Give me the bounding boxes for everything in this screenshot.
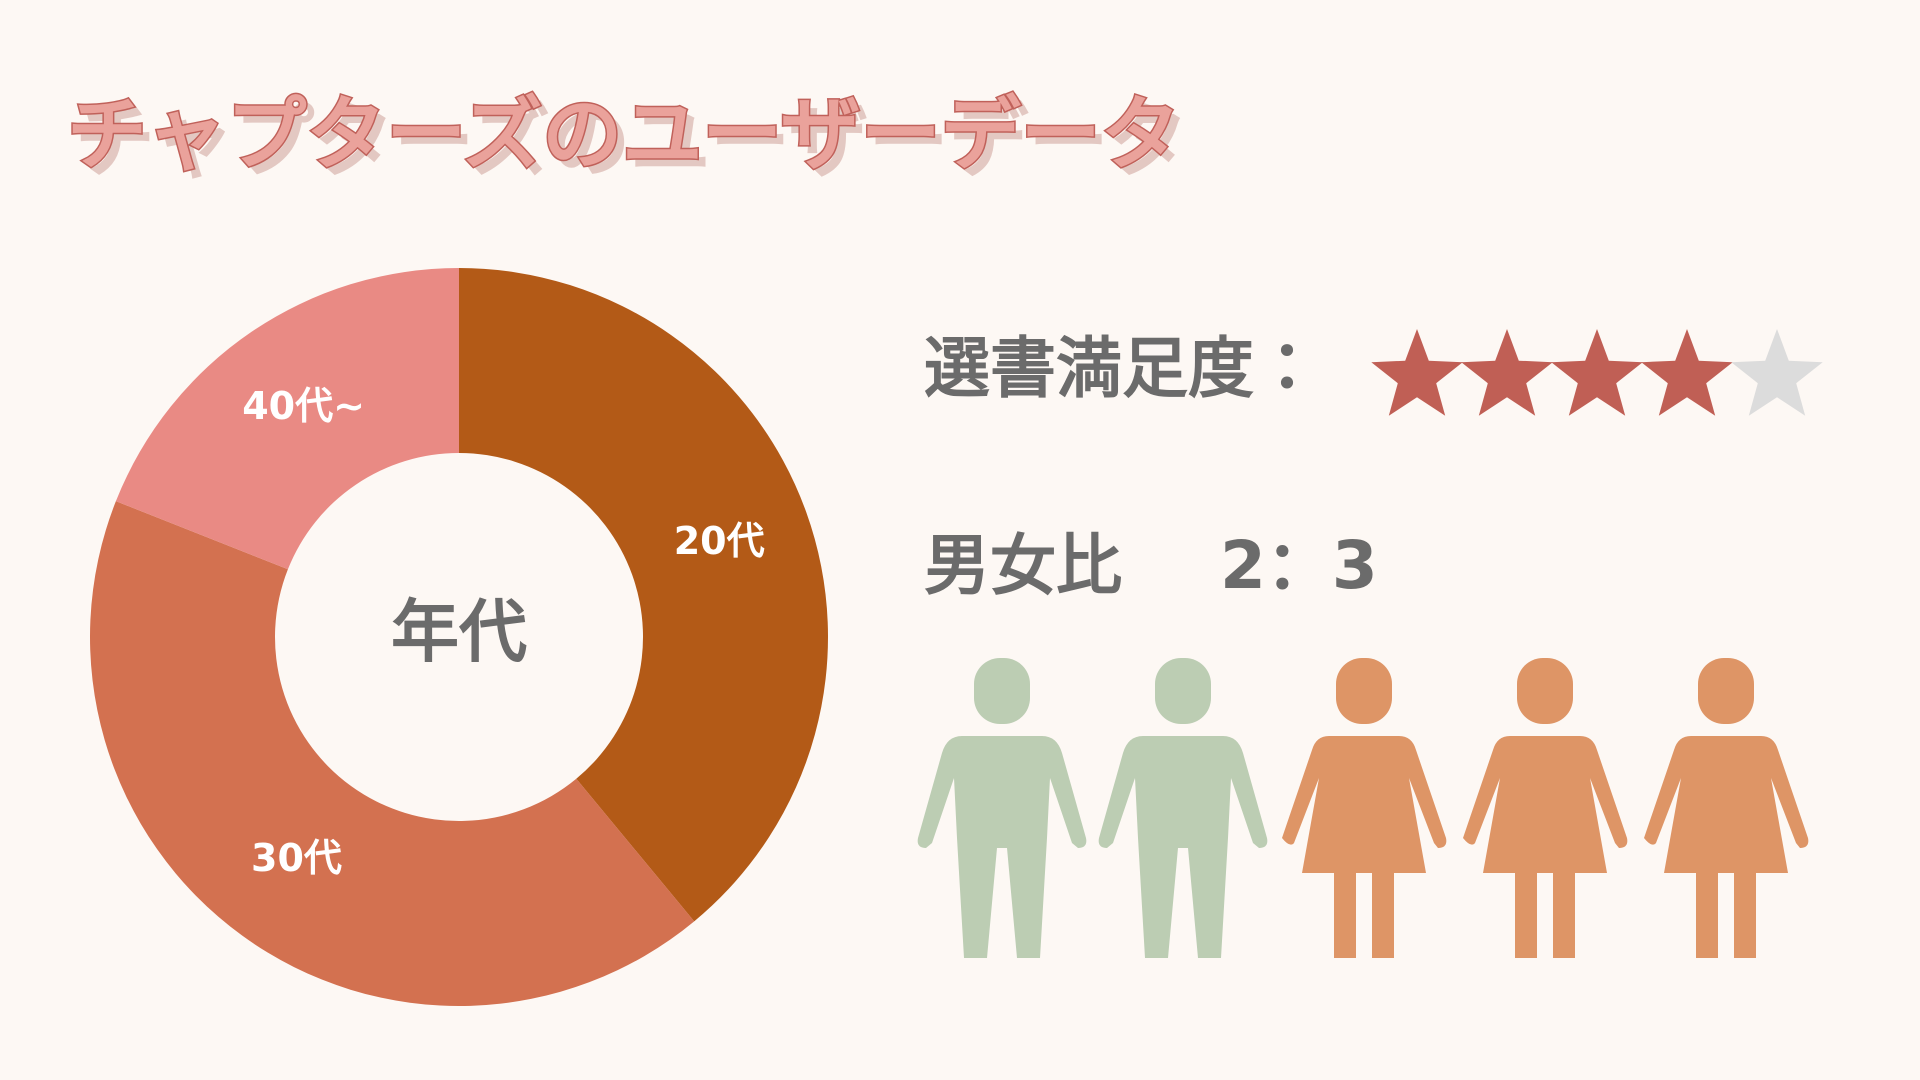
body [1282, 736, 1447, 958]
female-icon [1282, 658, 1447, 958]
donut-segment [115, 268, 459, 570]
satisfaction-label: 選書満足度： [924, 330, 1320, 407]
gender-icons [917, 658, 1809, 958]
gender-label: 男女比 [924, 527, 1122, 604]
head [1336, 658, 1392, 724]
male-icon [917, 658, 1087, 958]
female-icon [1463, 658, 1628, 958]
body [1463, 736, 1628, 958]
star-rating [1371, 329, 1823, 416]
title: チャプターズのユーザーデータ [67, 88, 1181, 181]
gender-ratio: 2：3 [1220, 527, 1378, 604]
body [917, 736, 1087, 958]
female-icon [1644, 658, 1809, 958]
star [1371, 329, 1463, 416]
star [1731, 329, 1823, 416]
donut-center-label: 年代 [391, 594, 527, 673]
donut-chart: 20代 30代 40代~ 年代 [89, 268, 828, 1007]
body [1098, 736, 1268, 958]
donut-segment [459, 268, 828, 922]
head [1155, 658, 1211, 724]
donut-segment [89, 501, 695, 1007]
body [1644, 736, 1809, 958]
head [1517, 658, 1573, 724]
star [1641, 329, 1733, 416]
head [974, 658, 1030, 724]
male-icon [1098, 658, 1268, 958]
title-shadow: チャプターズのユーザーデータ [75, 96, 1189, 189]
segment-label: 30代 [251, 836, 342, 880]
head [1698, 658, 1754, 724]
segment-label: 40代~ [242, 384, 365, 428]
star [1551, 329, 1643, 416]
star [1461, 329, 1553, 416]
segment-label: 20代 [674, 519, 765, 563]
